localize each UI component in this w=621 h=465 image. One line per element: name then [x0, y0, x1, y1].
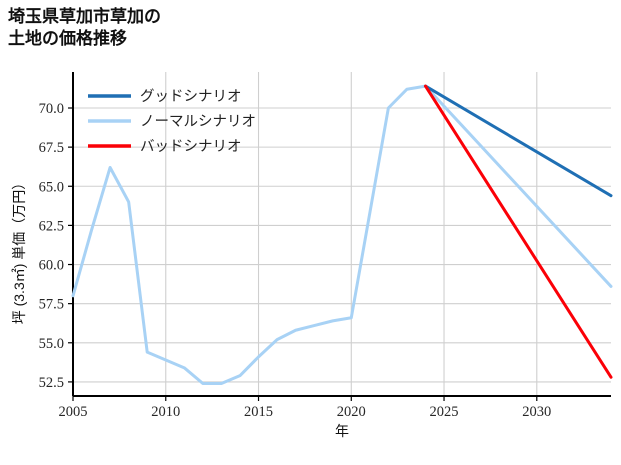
- x-tick-label: 2015: [244, 404, 273, 420]
- legend-label-1: ノーマルシナリオ: [140, 114, 256, 130]
- y-tick-label: 67.5: [39, 140, 64, 156]
- series-line-bad: [423, 84, 613, 379]
- y-tick-label: 57.5: [39, 297, 64, 313]
- legend-label-2: バッドシナリオ: [140, 139, 242, 155]
- x-tick-label: 2030: [522, 404, 551, 420]
- data-series: [71, 84, 613, 385]
- y-tick-label: 65.0: [39, 179, 64, 195]
- x-axis-title: 年: [335, 423, 349, 439]
- series-line-good: [423, 84, 613, 198]
- x-tick-label: 2025: [430, 404, 459, 420]
- y-tick-label: 62.5: [39, 218, 64, 234]
- y-axis-title: 坪 (3.3㎡) 単価（万円）: [11, 176, 27, 325]
- x-tick-label: 2005: [59, 404, 88, 420]
- legend-label-0: グッドシナリオ: [140, 88, 242, 105]
- x-tick-label: 2020: [337, 404, 366, 420]
- y-tick-label: 70.0: [39, 101, 64, 117]
- y-tick-label: 60.0: [39, 258, 64, 274]
- series-line-normal: [71, 84, 613, 385]
- gridlines: [72, 72, 611, 396]
- y-tick-label: 52.5: [39, 375, 64, 391]
- y-axis-ticks: 52.5 55.0 57.5 60.0 62.5 65.0 67.5 70.0: [39, 101, 73, 391]
- x-axis-ticks: 2005 2010 2015 2020 2025 2030: [59, 396, 551, 420]
- chart-title: 埼玉県草加市草加の 土地の価格推移: [8, 7, 161, 49]
- x-tick-label: 2010: [151, 404, 180, 420]
- y-tick-label: 55.0: [39, 336, 64, 352]
